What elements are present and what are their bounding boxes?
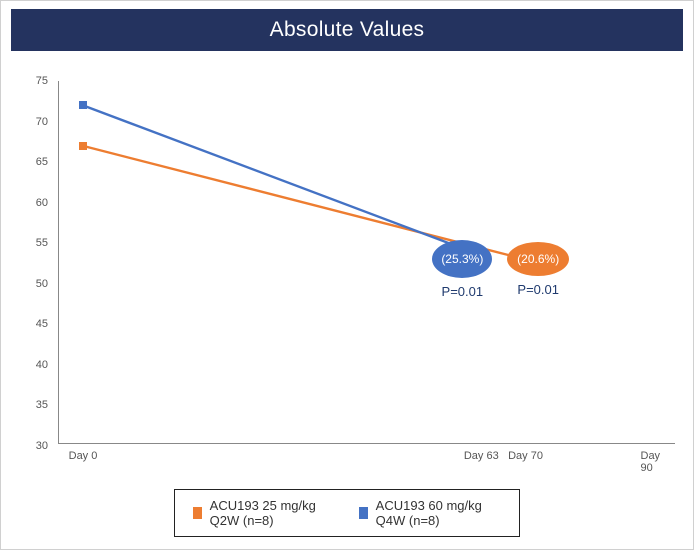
legend-swatch bbox=[193, 507, 202, 519]
x-tick-label: Day 70 bbox=[508, 450, 543, 462]
chart-area: 30354045505560657075 (20.6%)P=0.01(25.3%… bbox=[26, 81, 675, 474]
x-tick-label: Day 0 bbox=[69, 450, 98, 462]
series-line bbox=[83, 105, 481, 255]
annotation-bubble: (20.6%) bbox=[507, 242, 569, 276]
x-tick-label: Day 63 bbox=[464, 450, 499, 462]
legend-label: ACU193 60 mg/kg Q4W (n=8) bbox=[376, 498, 501, 528]
x-axis-labels: Day 0Day 63Day 70Day 90 bbox=[58, 450, 675, 466]
y-tick-label: 50 bbox=[36, 278, 48, 290]
annotation-bubble: (25.3%) bbox=[432, 240, 492, 278]
y-tick-label: 60 bbox=[36, 197, 48, 209]
series-marker bbox=[79, 101, 87, 109]
y-tick-label: 65 bbox=[36, 156, 48, 168]
legend-swatch bbox=[359, 507, 368, 519]
y-axis: 30354045505560657075 bbox=[26, 81, 54, 444]
y-tick-label: 75 bbox=[36, 75, 48, 87]
chart-title-bar: Absolute Values bbox=[11, 9, 683, 51]
p-value-label: P=0.01 bbox=[442, 284, 484, 299]
x-tick-label: Day 90 bbox=[641, 450, 664, 474]
p-value-label: P=0.01 bbox=[517, 282, 559, 297]
series-lines bbox=[58, 81, 675, 443]
series-marker bbox=[79, 142, 87, 150]
legend: ACU193 25 mg/kg Q2W (n=8) ACU193 60 mg/kg… bbox=[174, 489, 520, 537]
chart-title: Absolute Values bbox=[270, 18, 425, 42]
legend-item: ACU193 25 mg/kg Q2W (n=8) bbox=[193, 498, 335, 528]
legend-label: ACU193 25 mg/kg Q2W (n=8) bbox=[210, 498, 335, 528]
legend-item: ACU193 60 mg/kg Q4W (n=8) bbox=[359, 498, 501, 528]
y-tick-label: 30 bbox=[36, 440, 48, 452]
y-tick-label: 45 bbox=[36, 318, 48, 330]
y-tick-label: 40 bbox=[36, 359, 48, 371]
y-tick-label: 70 bbox=[36, 116, 48, 128]
plot-region: (20.6%) P=0.01 (25.3%) P=0.01 bbox=[58, 81, 675, 444]
y-tick-label: 55 bbox=[36, 237, 48, 249]
chart-container: Absolute Values 30 35 40 45 50 55 60 65 70 75 (20… bbox=[0, 0, 694, 550]
y-tick-label: 35 bbox=[36, 399, 48, 411]
